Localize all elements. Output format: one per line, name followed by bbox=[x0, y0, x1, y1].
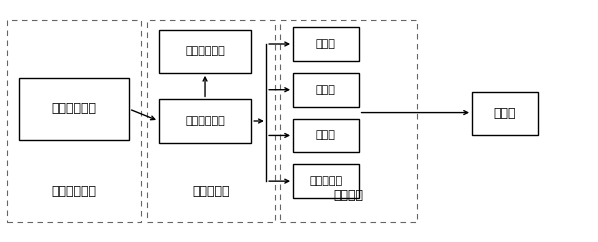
Bar bbox=[280, 20, 417, 222]
Bar bbox=[293, 119, 359, 152]
Text: 第二微处理器: 第二微处理器 bbox=[185, 116, 225, 126]
Text: 气动阀: 气动阀 bbox=[316, 130, 336, 140]
Text: 联动控制单元: 联动控制单元 bbox=[51, 185, 96, 198]
Text: 第一微处理器: 第一微处理器 bbox=[51, 102, 96, 115]
Text: 生产线: 生产线 bbox=[493, 107, 516, 120]
Bar bbox=[159, 30, 251, 73]
Bar bbox=[293, 164, 359, 198]
Text: 液位传感器: 液位传感器 bbox=[309, 176, 343, 186]
Bar bbox=[147, 20, 275, 222]
Text: 磁力泵: 磁力泵 bbox=[316, 39, 336, 49]
Bar bbox=[293, 27, 359, 61]
Text: 人机交互模块: 人机交互模块 bbox=[185, 46, 225, 56]
Bar bbox=[19, 78, 129, 140]
Text: 分控制单元: 分控制单元 bbox=[192, 185, 230, 198]
Bar bbox=[293, 73, 359, 106]
Bar bbox=[472, 92, 538, 136]
Text: 执行机构: 执行机构 bbox=[334, 189, 364, 202]
Text: 电磁阀: 电磁阀 bbox=[316, 85, 336, 95]
Bar bbox=[159, 99, 251, 143]
Bar bbox=[7, 20, 141, 222]
